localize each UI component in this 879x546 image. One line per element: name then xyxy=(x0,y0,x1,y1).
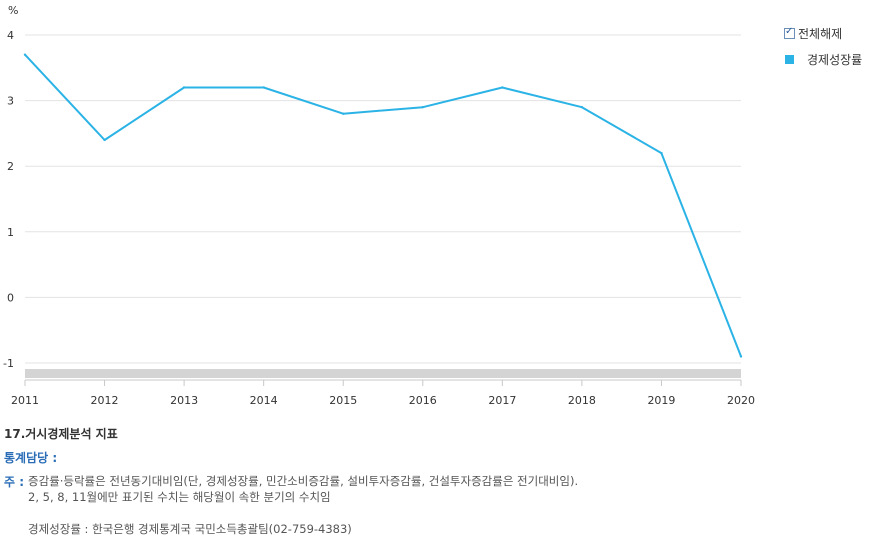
data-point[interactable] xyxy=(501,86,504,89)
y-axis-ticks: 4 3 2 1 0 -1 xyxy=(3,29,14,370)
legend-swatch xyxy=(785,54,794,64)
y-tick-label: 2 xyxy=(7,160,14,173)
y-tick-label: 4 xyxy=(7,29,14,42)
toggle-all-checkbox[interactable]: 전체해제 xyxy=(784,24,862,42)
x-tick-label: 2012 xyxy=(91,394,119,407)
data-point[interactable] xyxy=(421,105,424,109)
grid-lines xyxy=(25,34,741,364)
y-tick-label: 1 xyxy=(7,226,14,239)
legend-item-label: 경제성장률 xyxy=(807,52,863,67)
x-tick-label: 2013 xyxy=(170,394,198,407)
series-line[interactable] xyxy=(24,54,742,357)
x-tick-label: 2016 xyxy=(409,394,437,407)
x-tick-label: 2015 xyxy=(329,394,357,407)
x-tick-label: 2011 xyxy=(11,394,39,407)
checkbox-icon[interactable] xyxy=(784,26,795,39)
navigator-scrollbar[interactable] xyxy=(25,369,741,378)
legend: 전체해제 경제성장률 xyxy=(784,24,862,76)
data-point[interactable] xyxy=(103,138,106,142)
y-axis-unit-label: % xyxy=(8,4,18,17)
data-point[interactable] xyxy=(23,53,27,56)
toggle-all-label: 전체해제 xyxy=(798,26,843,41)
x-tick-label: 2020 xyxy=(727,394,755,407)
series-group xyxy=(23,53,743,358)
y-tick-label: 3 xyxy=(7,95,14,108)
data-point[interactable] xyxy=(262,86,265,89)
statistics-manager-label: 통계담당 : xyxy=(4,451,58,465)
data-point[interactable] xyxy=(660,151,663,155)
data-point[interactable] xyxy=(739,355,743,358)
y-tick-label: -1 xyxy=(3,357,14,370)
data-point[interactable] xyxy=(580,105,584,109)
section-title: 17.거시경제분석 지표 xyxy=(4,427,118,441)
x-tick-label: 2014 xyxy=(250,394,278,407)
note-label: 주 : xyxy=(4,475,25,489)
x-tick-label: 2019 xyxy=(647,394,675,407)
data-point[interactable] xyxy=(182,86,186,89)
note-line-1: 증감률·등락률은 전년동기대비임(단, 경제성장률, 민간소비증감률, 설비투자… xyxy=(28,474,579,488)
data-point[interactable] xyxy=(342,112,345,115)
note-line-2: 2, 5, 8, 11월에만 표기된 수치는 해당월이 속한 분기의 수치임 xyxy=(28,490,331,504)
y-tick-label: 0 xyxy=(7,291,14,304)
legend-item-series[interactable]: 경제성장률 xyxy=(784,50,862,68)
contact-info: 경제성장률 : 한국은행 경제통계국 국민소득총괄팀(02-759-4383) xyxy=(28,522,352,536)
x-axis-ticks: 2011 2012 2013 2014 2015 2016 2017 2018 2019 2020 xyxy=(11,380,755,407)
x-tick-label: 2017 xyxy=(488,394,516,407)
x-tick-label: 2018 xyxy=(568,394,596,407)
